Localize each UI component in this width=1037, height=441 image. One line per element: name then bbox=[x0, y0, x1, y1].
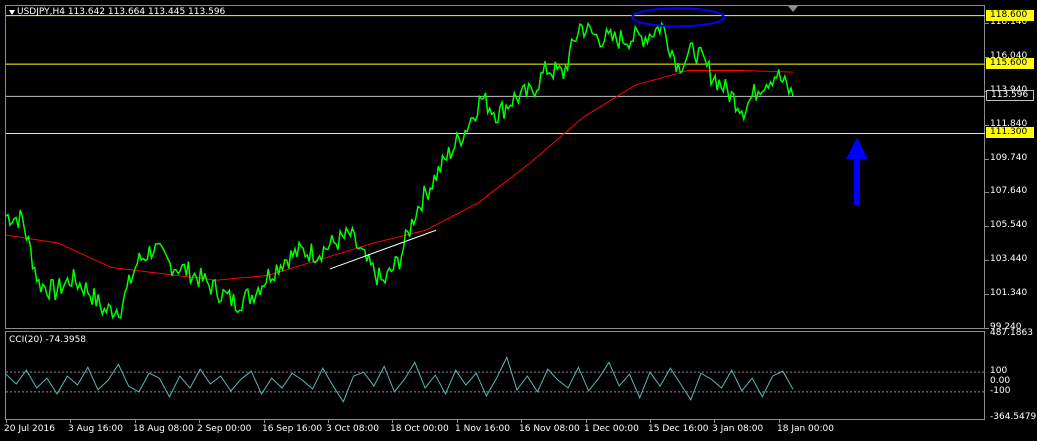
price-axis-tick bbox=[985, 56, 989, 58]
price-axis-tick bbox=[985, 124, 989, 126]
price-axis-tick bbox=[985, 260, 989, 262]
time-axis-label: 3 Jan 08:00 bbox=[712, 424, 764, 434]
cci-indicator-pane[interactable] bbox=[5, 331, 985, 420]
time-axis-label: 1 Nov 16:00 bbox=[455, 424, 510, 434]
time-axis-label: 18 Oct 00:00 bbox=[390, 424, 449, 434]
price-axis-tick bbox=[985, 328, 989, 329]
time-axis-label: 18 Jan 00:00 bbox=[777, 424, 834, 434]
time-axis-label: 2 Sep 00:00 bbox=[197, 424, 252, 434]
arrow-head-icon bbox=[846, 137, 868, 160]
price-axis-tick bbox=[985, 226, 989, 228]
time-axis-label: 3 Aug 16:00 bbox=[68, 424, 123, 434]
time-axis-tick bbox=[779, 420, 780, 423]
price-axis-label: 105.540 bbox=[990, 220, 1028, 231]
time-axis-label: 1 Dec 00:00 bbox=[584, 424, 639, 434]
price-axis-label: 101.340 bbox=[990, 288, 1028, 299]
cci-axis-label: 0.00 bbox=[990, 376, 1011, 387]
time-axis-tick bbox=[264, 420, 265, 423]
time-axis-tick bbox=[521, 420, 522, 423]
cci-line bbox=[5, 356, 794, 403]
time-axis-label: 18 Aug 08:00 bbox=[133, 424, 194, 434]
price-chart-pane[interactable] bbox=[5, 5, 985, 329]
price-level-tag[interactable]: 113.596 bbox=[986, 90, 1034, 102]
cci-header: CCI(20) -74.3958 bbox=[9, 335, 87, 345]
time-axis-tick bbox=[586, 420, 587, 423]
time-axis-label: 3 Oct 08:00 bbox=[326, 424, 379, 434]
cci-axis-label: -364.5479 bbox=[990, 412, 1037, 422]
chart-shift-marker-icon[interactable] bbox=[788, 6, 798, 12]
price-level-tag[interactable]: 118.600 bbox=[986, 9, 1034, 21]
highs-ellipse bbox=[631, 7, 725, 28]
price-line bbox=[5, 21, 794, 320]
price-axis-tick bbox=[985, 158, 989, 160]
cci-axis-label: 100 bbox=[990, 366, 1008, 377]
time-axis-label: 20 Jul 2016 bbox=[4, 424, 55, 434]
price-axis-label: 116.040 bbox=[990, 50, 1028, 61]
price-axis-label: 111.840 bbox=[990, 118, 1028, 129]
cci-axis-label: 487.1863 bbox=[990, 328, 1033, 338]
price-axis-label: 109.740 bbox=[990, 152, 1028, 163]
chart-menu-triangle-icon[interactable] bbox=[9, 10, 15, 15]
time-axis-tick bbox=[457, 420, 458, 423]
time-axis-tick bbox=[650, 420, 651, 423]
price-axis-label: 103.440 bbox=[990, 254, 1028, 265]
time-axis-tick bbox=[392, 420, 393, 423]
price-level-tag[interactable]: 115.600 bbox=[986, 58, 1034, 70]
time-axis-tick bbox=[328, 420, 329, 423]
price-level-tag[interactable]: 111.300 bbox=[986, 127, 1034, 139]
time-axis-tick bbox=[70, 420, 71, 423]
price-axis-label: 118.140 bbox=[990, 17, 1028, 28]
time-axis-label: 16 Nov 08:00 bbox=[519, 424, 580, 434]
moving-average-line bbox=[5, 70, 794, 281]
time-axis-label: 16 Sep 16:00 bbox=[262, 424, 323, 434]
time-axis-tick bbox=[6, 420, 7, 423]
time-axis-tick bbox=[135, 420, 136, 423]
price-axis-label: 99.240 bbox=[990, 322, 1022, 332]
time-axis-tick bbox=[714, 420, 715, 423]
time-axis-tick bbox=[199, 420, 200, 423]
trendline bbox=[329, 229, 437, 270]
price-axis-label: 107.640 bbox=[990, 186, 1028, 197]
time-axis-label: 15 Dec 16:00 bbox=[648, 424, 709, 434]
price-axis-label: 113.940 bbox=[990, 85, 1027, 95]
price-axis-tick bbox=[985, 294, 989, 296]
chart-header: USDJPY,H4 113.642 113.664 113.445 113.59… bbox=[17, 7, 226, 17]
cci-axis-label: -100 bbox=[990, 385, 1011, 396]
price-axis-tick bbox=[985, 192, 989, 194]
price-axis-tick bbox=[985, 23, 989, 25]
